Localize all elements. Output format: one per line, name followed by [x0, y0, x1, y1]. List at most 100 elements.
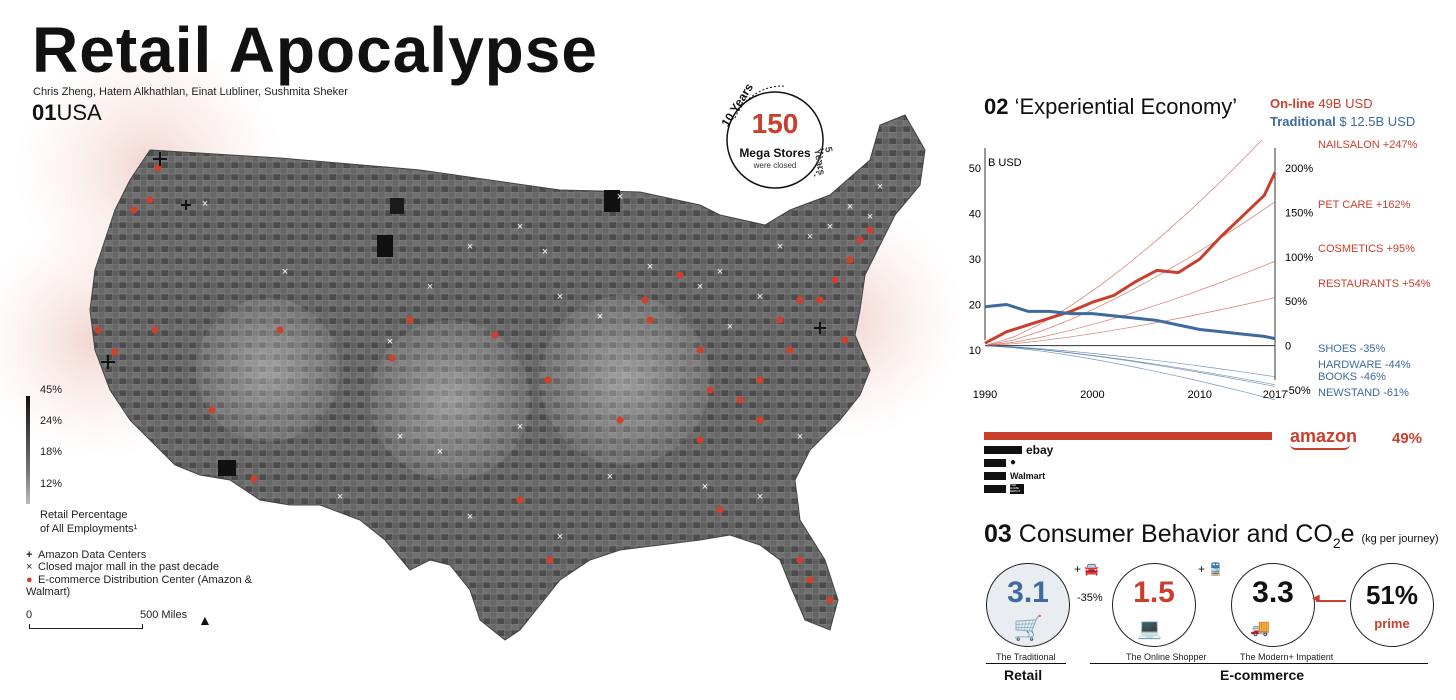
homedepot-bar — [984, 485, 1006, 493]
traditional-value: 3.1 — [1007, 576, 1049, 609]
closed-mall-mark: × — [557, 291, 563, 303]
series-line — [984, 303, 1276, 341]
y-left-tick: 10 — [969, 345, 981, 357]
market-share: amazon 49% ebay ● Walmart THE HOME DEPOT — [984, 426, 1444, 498]
glow-circle-west — [196, 298, 340, 442]
section2-label: ‘Experiential Economy’ — [1014, 94, 1238, 119]
distribution-centers — [94, 164, 874, 604]
closed-mall-mark: × — [387, 336, 393, 348]
section3-sub: 2 — [1332, 535, 1341, 551]
modern-circle: 3.3 🚚 — [1231, 563, 1315, 647]
closed-mall-mark: × — [337, 491, 343, 503]
section2-heading: 02 ‘Experiential Economy’ — [984, 94, 1237, 120]
section3-unit: (kg per journey) — [1361, 533, 1439, 545]
car-icon: 🚘 — [1084, 562, 1100, 576]
y-right-tick: 150% — [1285, 207, 1313, 219]
distribution-dot — [154, 164, 162, 172]
distribution-dot — [616, 416, 624, 424]
closed-mall-mark: × — [467, 241, 473, 253]
y-left-tick: 30 — [969, 254, 981, 266]
distribution-dot — [544, 376, 552, 384]
modern-caption: The Modern+ Impatient — [1240, 652, 1334, 662]
closed-mall-mark: × — [687, 551, 693, 563]
category-label: SHOES -35% — [1318, 343, 1385, 355]
category-line — [984, 297, 1276, 346]
closed-malls: × × × × × × × × × × × × × × × × × × × × × × × × × × × × × × × × — [202, 181, 883, 563]
y-right-tick: 100% — [1285, 252, 1313, 264]
section3-heading: 03 Consumer Behavior and CO2e (kg per jo… — [984, 520, 1439, 551]
train-note: + 🚆 — [1198, 562, 1224, 576]
category-label: HARDWARE -44% — [1318, 359, 1411, 371]
closed-mall-mark: × — [727, 321, 733, 333]
scale-tick: 24% — [40, 415, 63, 427]
y-right-tick: 50% — [1285, 296, 1307, 308]
closed-mall-mark: × — [597, 311, 603, 323]
homedepot-logo: THE HOME DEPOT — [1010, 484, 1024, 494]
apple-bar — [984, 459, 1006, 467]
closed-mall-mark: × — [647, 261, 653, 273]
ecom-group-label: E-commerce — [1220, 667, 1305, 683]
cart-icon: 🛒 — [1013, 615, 1043, 642]
scale-end: 500 Miles — [140, 609, 188, 621]
section1-label: USA — [56, 100, 102, 125]
closed-mall-mark: × — [847, 201, 853, 213]
distance-scale — [29, 624, 143, 629]
distribution-dot — [388, 354, 396, 362]
distribution-dot — [111, 348, 119, 356]
distribution-dot — [776, 316, 784, 324]
closed-mall-mark: × — [827, 221, 833, 233]
distribution-dot — [816, 296, 824, 304]
section2-number: 02 — [984, 94, 1009, 119]
scale-title-2: of All Employments¹ — [40, 523, 138, 535]
ecom-rule — [1090, 663, 1428, 664]
dark-county — [390, 198, 404, 214]
section1-heading: 01USA — [32, 100, 102, 126]
category-label: NAILSALON +247% — [1318, 140, 1418, 151]
distribution-dot — [276, 326, 284, 334]
scale-tick: 12% — [40, 478, 63, 490]
category-label: PET CARE +162% — [1318, 199, 1411, 211]
mega-stores-badge: 10 Years 5 Years 150 Mega Stores were cl… — [715, 78, 835, 198]
north-arrow-icon: ▲ — [198, 612, 212, 628]
distribution-dot — [406, 316, 414, 324]
distribution-dot — [756, 376, 764, 384]
badge-line1: Mega Stores — [739, 146, 811, 160]
distribution-dot — [716, 506, 724, 514]
distribution-dot — [756, 416, 764, 424]
y-right-tick: 200% — [1285, 163, 1313, 175]
glow-circle-midwest — [540, 295, 710, 465]
walmart-logo: Walmart — [1010, 471, 1046, 481]
scale-tick: 18% — [40, 446, 63, 458]
ebay-logo: ebay — [1026, 443, 1054, 457]
online-circle: 1.5 💻 — [1112, 563, 1196, 647]
distribution-dot — [796, 296, 804, 304]
y-right-tick: -50% — [1285, 385, 1311, 397]
closed-mall-mark: × — [517, 221, 523, 233]
online-label: On-line — [1270, 96, 1315, 111]
x-tick: 2010 — [1188, 389, 1212, 401]
amazon-bar — [984, 432, 1272, 440]
arrow-line — [1316, 600, 1346, 602]
prime-circle: 51% prime — [1350, 563, 1434, 647]
closed-mall-mark: × — [437, 446, 443, 458]
dark-county — [218, 460, 236, 476]
distribution-dot — [846, 256, 854, 264]
closed-mall-mark: × — [702, 481, 708, 493]
retail-rule — [986, 663, 1066, 664]
scale-tick: 45% — [40, 384, 63, 396]
distribution-dot — [826, 596, 834, 604]
closed-mall-mark: × — [777, 241, 783, 253]
traditional-caption: The Traditional — [996, 652, 1056, 662]
dark-county — [604, 190, 620, 212]
category-label: RESTAURANTS +54% — [1318, 278, 1431, 290]
closed-mall-mark: × — [607, 471, 613, 483]
closed-mall-mark: × — [877, 181, 883, 193]
category-line — [984, 345, 1276, 386]
usa-retail-map[interactable]: × × × × × × × × × × × × × × × × × × × × × × × × × × × × × × × × — [0, 0, 960, 700]
section3-label: Consumer Behavior and CO — [1018, 520, 1333, 548]
closed-mall-mark: × — [717, 266, 723, 278]
online-shopper-value: 1.5 — [1133, 576, 1175, 609]
distribution-dot — [676, 271, 684, 279]
legend-item: ● E-commerce Distribution Center (Amazon … — [26, 574, 252, 598]
traditional-label-row: Traditional $ 12.5B USD — [1270, 114, 1415, 129]
